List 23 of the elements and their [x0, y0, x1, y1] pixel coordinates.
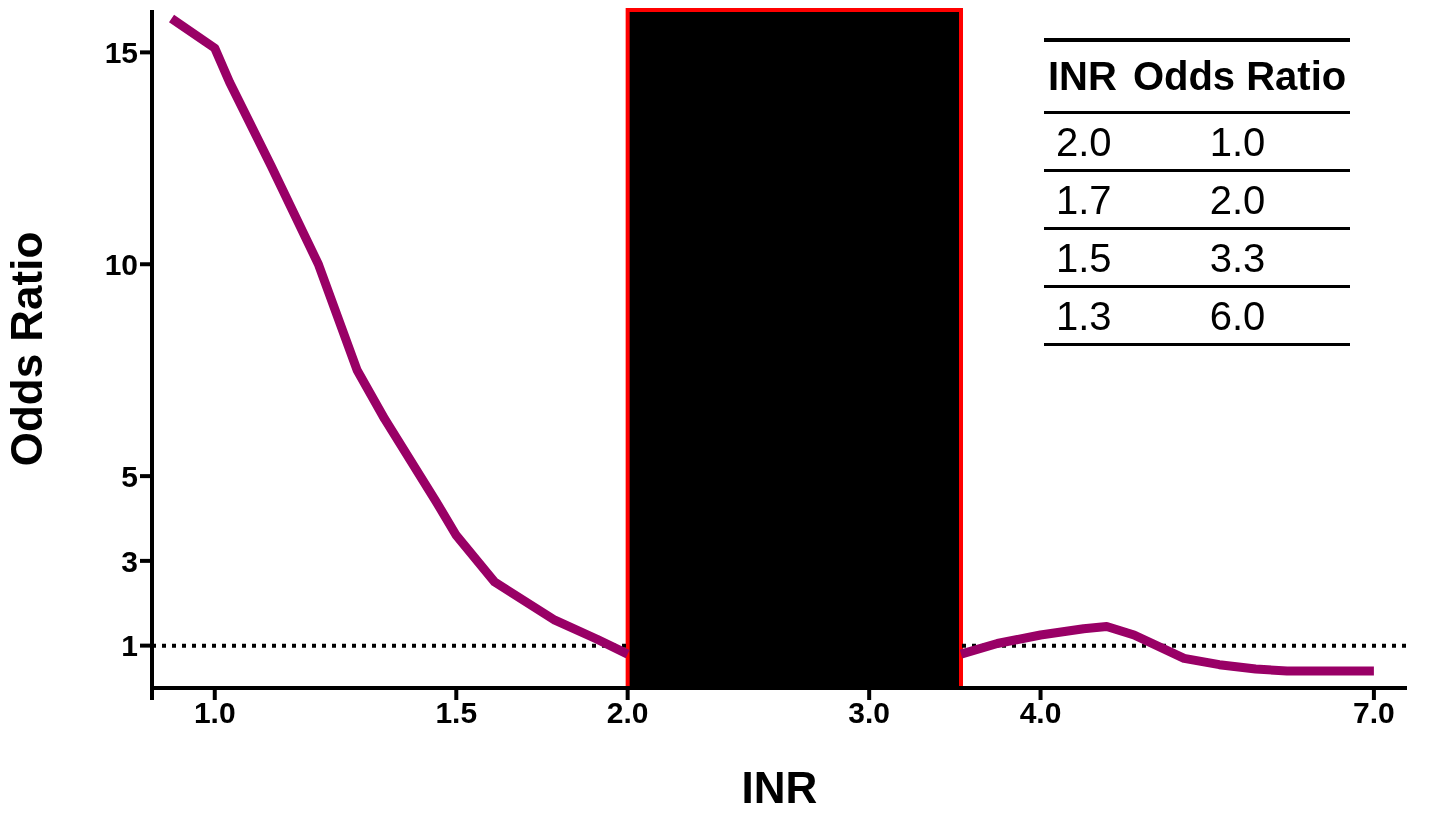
annotation: 3.3 [1208, 235, 1267, 282]
annotation: 2.0 [1055, 119, 1113, 166]
x-tick-label: 4.0 [1019, 696, 1062, 730]
x-tick-label: 1.0 [193, 696, 236, 730]
y-tick-label: 3 [121, 544, 138, 578]
y-tick-label: 5 [121, 459, 138, 493]
x-tick-label: 2.0 [606, 696, 649, 730]
x-tick-label: 1.5 [435, 696, 478, 730]
x-tick-label: 3.0 [848, 696, 891, 730]
annotation: 1.5 [1055, 235, 1113, 282]
annotation: 1.7 [1055, 177, 1113, 224]
annotation: Odds Ratio [1131, 53, 1348, 100]
x-tick-label: 7.0 [1353, 696, 1395, 730]
annotation: INR [1047, 53, 1118, 100]
annotation: 1.3 [1055, 293, 1113, 340]
y-axis-title: Odds Ratio [1, 231, 51, 467]
annotation: 2.0 [1208, 177, 1267, 224]
y-tick-label: 10 [104, 247, 138, 281]
y-tick-label: 15 [104, 36, 138, 70]
x-axis-title: INR [741, 763, 818, 812]
y-tick-label: 1 [121, 629, 138, 663]
annotation: 6.0 [1208, 293, 1267, 340]
annotation: 1.0 [1208, 119, 1267, 166]
